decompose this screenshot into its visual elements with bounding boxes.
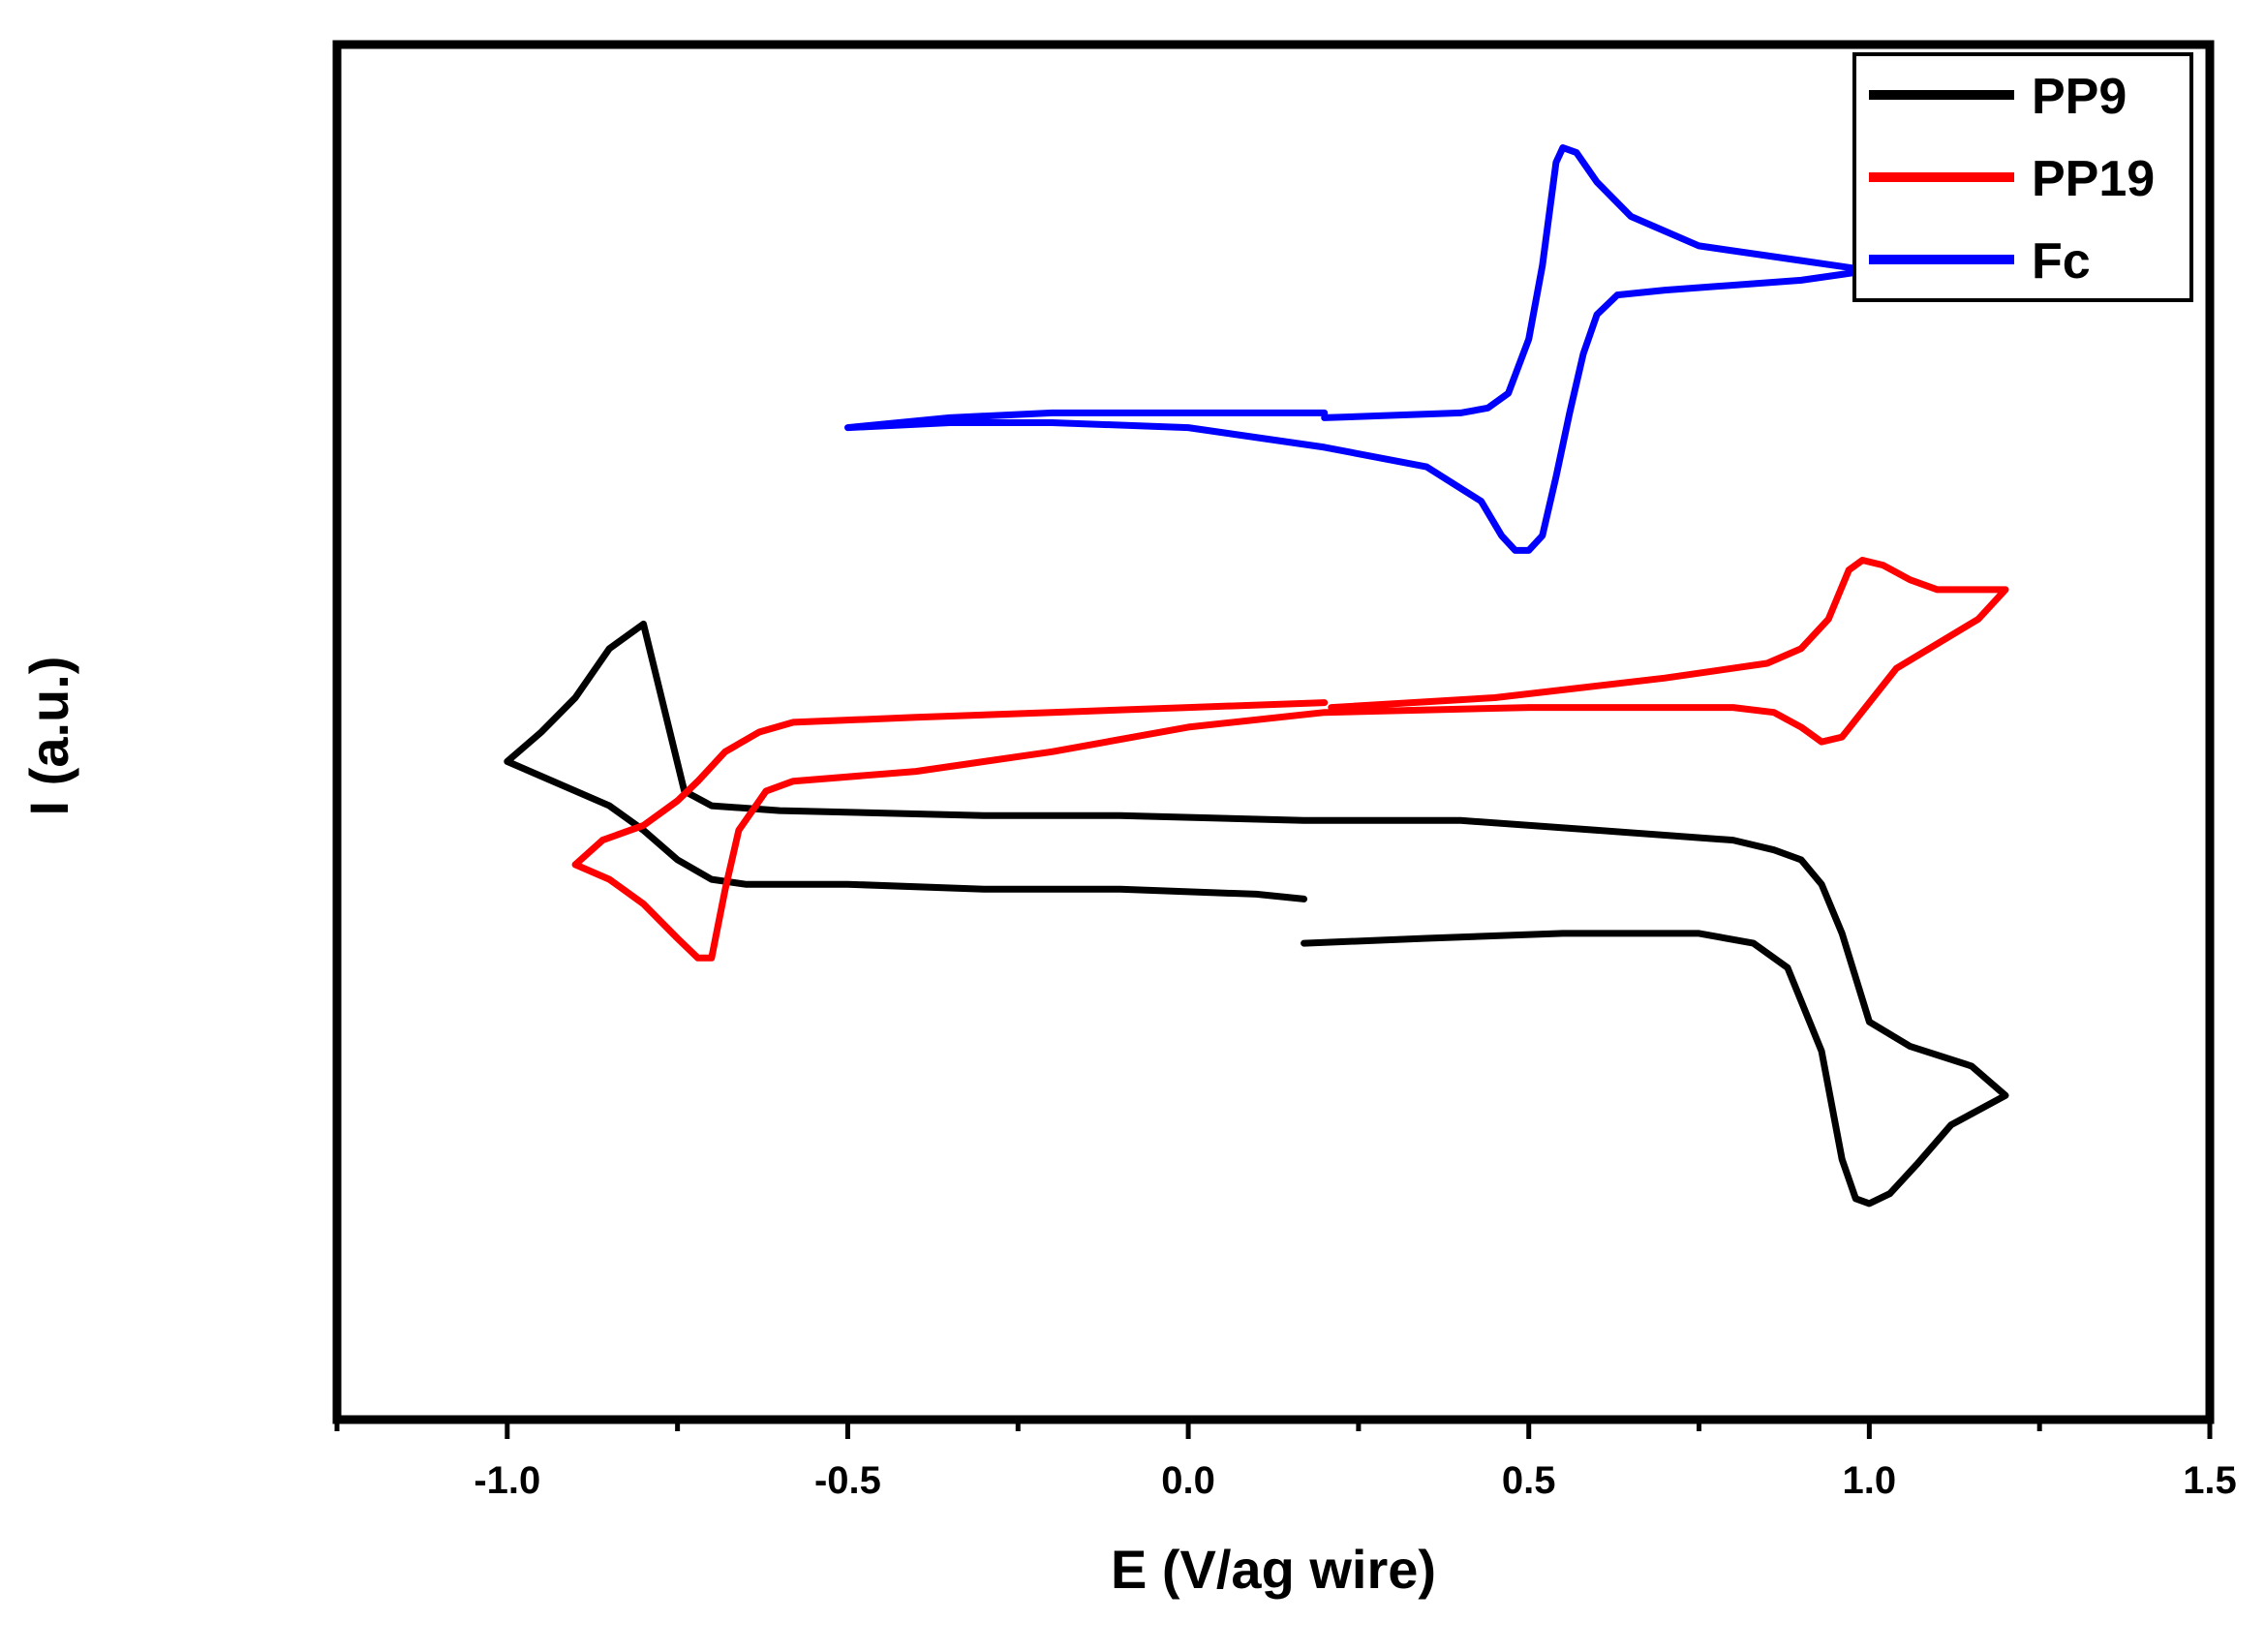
legend-label-pp19: PP19 (2032, 151, 2155, 207)
series-line-pp9 (504, 620, 2009, 1208)
x-axis-ticks: -1.0 -0.5 0.0 0.5 1.0 1.5 (334, 1420, 2237, 1502)
legend-label-pp9: PP9 (2032, 69, 2127, 125)
x-axis-title: E (V/ag wire) (1111, 1539, 1436, 1600)
legend: PP9 PP19 Fc (1852, 52, 2193, 302)
x-tick-label: 1.0 (1843, 1459, 1897, 1502)
x-tick-label: -1.0 (474, 1459, 540, 1502)
legend-label-fc: Fc (2032, 233, 2091, 290)
x-tick-label: 0.5 (1502, 1459, 1556, 1502)
y-axis-title: I (a.u.) (18, 657, 79, 816)
series-line-fc (844, 144, 1873, 554)
x-tick-label: 0.0 (1161, 1459, 1215, 1502)
plot-frame (332, 40, 2215, 1424)
x-tick-label: -0.5 (814, 1459, 881, 1502)
series-line-pp19 (571, 557, 2009, 962)
plot-area: -1.0 -0.5 0.0 0.5 1.0 1.5 (332, 40, 2237, 1502)
x-tick-label: 1.5 (2183, 1459, 2237, 1502)
series-layer (504, 144, 2009, 1208)
